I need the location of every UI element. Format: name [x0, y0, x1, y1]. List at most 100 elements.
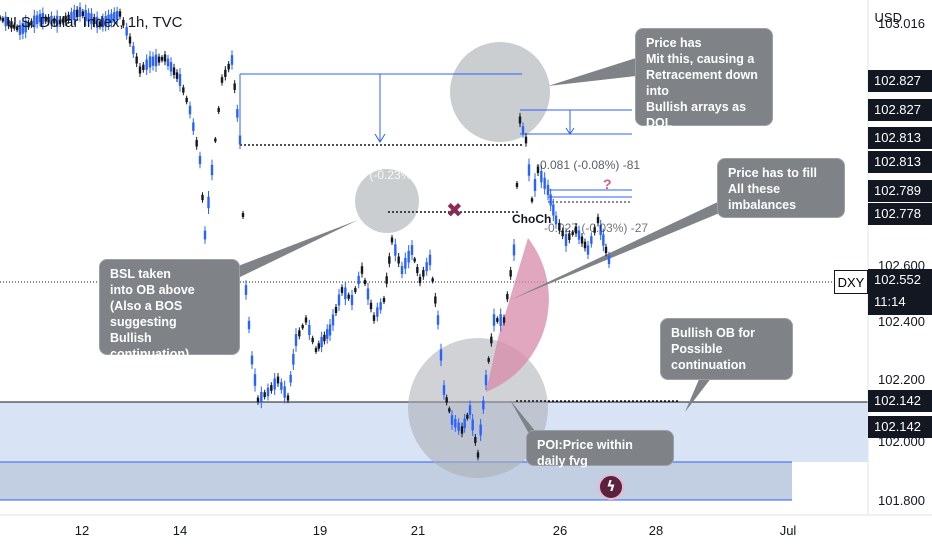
candle-body [533, 179, 537, 191]
price-label: 102.813 [868, 151, 932, 173]
candle-body [30, 20, 33, 26]
candle-body [138, 66, 142, 74]
candle-body [185, 97, 188, 103]
candle-body [496, 318, 499, 322]
price-tick-label: 102.200 [878, 372, 925, 387]
candle-body [122, 19, 125, 26]
candle-body [328, 324, 332, 336]
candle-body [499, 314, 502, 326]
bar-countdown: 11:14 [874, 294, 906, 309]
candle-body [15, 26, 19, 31]
candle-body [266, 387, 270, 397]
candle-body [564, 234, 568, 246]
candle-body [78, 7, 82, 17]
candle-body [457, 422, 460, 431]
candles [0, 2, 611, 461]
callout-fill[interactable]: Price has to fill All these imbalances [717, 158, 845, 218]
candle-body [422, 270, 425, 277]
price-tick-label: 103.016 [878, 16, 925, 31]
candle-body [602, 234, 605, 246]
candle-body [95, 16, 99, 28]
candle-body [253, 374, 257, 386]
candle-body [90, 13, 93, 25]
candle-body [236, 109, 239, 118]
candle-body [70, 12, 73, 21]
candle-body [347, 294, 350, 299]
candle-body [47, 16, 50, 23]
flash-icon[interactable]: ϟ [598, 474, 624, 500]
candle-body [227, 63, 230, 70]
callout-bsl[interactable]: BSL taken into OB above (Also a BOS sugg… [99, 259, 240, 361]
candle-body [366, 288, 370, 300]
price-label: 102.827 [868, 70, 932, 92]
candle-body [400, 265, 404, 275]
candle-body [27, 22, 30, 28]
callout-ob[interactable]: Bullish OB for Possible continuation [660, 318, 793, 380]
candle-body [487, 358, 490, 362]
candle-body [502, 317, 506, 323]
candle-body [311, 337, 314, 343]
candle-body [350, 294, 354, 306]
candle-body [192, 122, 195, 131]
measure-label-right: -0.081 (-0.08%) -81 [536, 158, 641, 172]
candle-body [471, 419, 474, 431]
candle-body [301, 325, 304, 329]
candle-body [273, 378, 276, 390]
candle-body [166, 58, 170, 67]
mit-pointer [548, 58, 636, 86]
time-tick-label: 28 [649, 523, 663, 538]
candle-body [583, 241, 587, 249]
candle-body [67, 14, 70, 21]
candle-body [113, 12, 116, 22]
candle-body [61, 18, 65, 23]
candle-body [172, 67, 176, 75]
candle-body [357, 275, 360, 285]
candle-body [182, 87, 185, 93]
candle-body [490, 336, 493, 344]
candle-body [410, 245, 414, 255]
candle-body [298, 330, 301, 337]
candle-body [169, 62, 173, 72]
candle-body [388, 256, 391, 264]
candle-body [334, 307, 338, 313]
price-label: 102.142 [868, 390, 932, 412]
candle-body [224, 69, 227, 77]
candle-body [207, 196, 210, 209]
candle-body [18, 25, 22, 35]
candle-body [431, 278, 434, 282]
time-tick-label: 12 [75, 523, 89, 538]
candle-body [260, 391, 263, 403]
candle-body [580, 236, 584, 244]
candle-body [314, 348, 318, 352]
candle-body [244, 285, 248, 295]
bsl-circle [355, 169, 419, 233]
callout-mit[interactable]: Price has Mit this, causing a Retracemen… [635, 28, 773, 130]
candle-body [418, 276, 422, 284]
candle-body [135, 56, 138, 64]
candle-body [84, 9, 87, 21]
candle-body [292, 353, 295, 365]
fill-pointer [510, 200, 722, 300]
candle-body [10, 21, 13, 29]
candle-body [506, 293, 509, 300]
candle-body [482, 400, 485, 410]
candle-body [407, 250, 410, 263]
candle-body [75, 9, 79, 18]
candle-body [450, 415, 454, 425]
measure-label-left: -0.233 (-0.23%) -233 [332, 168, 443, 182]
candle-body [536, 166, 540, 174]
candle-body [323, 334, 326, 342]
price-tick-label: 102.400 [878, 314, 925, 329]
candle-body [148, 56, 152, 68]
candle-body [270, 385, 273, 391]
candle-body [21, 22, 25, 34]
candle-body [201, 194, 204, 201]
candle-body [286, 395, 290, 401]
callout-poi[interactable]: POI:Price within daily fvg [526, 430, 674, 468]
candle-body [554, 215, 558, 225]
candle-body [55, 15, 59, 28]
candle-body [195, 140, 198, 147]
candle-body [376, 307, 379, 317]
candle-body [382, 297, 386, 303]
